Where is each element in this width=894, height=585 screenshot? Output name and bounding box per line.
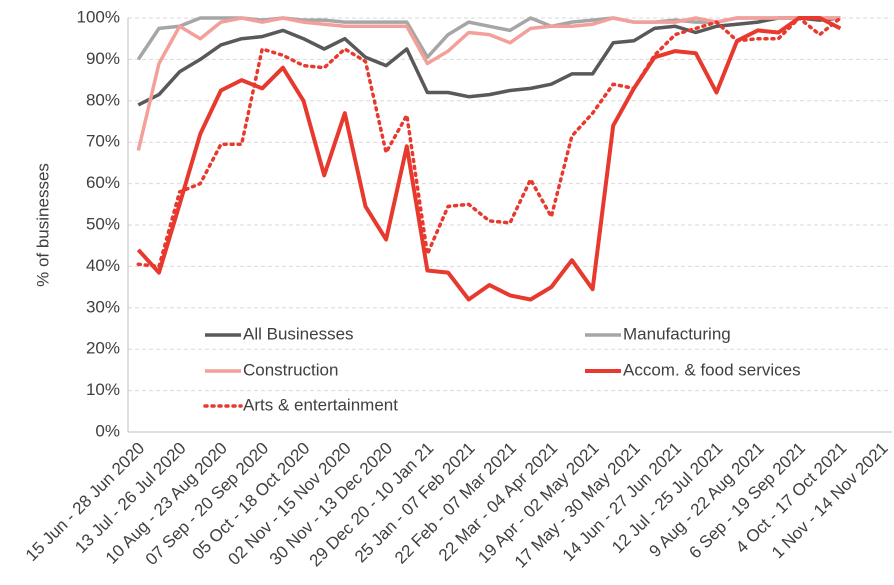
y-axis-label: % of businesses — [33, 163, 52, 287]
legend-label: Construction — [243, 360, 338, 379]
y-tick-label: 20% — [86, 339, 120, 358]
series-line — [136, 16, 843, 269]
y-tick-label: 100% — [77, 7, 120, 26]
series-line — [136, 16, 842, 302]
legend-label: Arts & entertainment — [243, 395, 398, 414]
y-tick-label: 50% — [86, 214, 120, 233]
y-tick-label: 60% — [86, 173, 120, 192]
y-tick-label: 90% — [86, 49, 120, 68]
y-tick-label: 40% — [86, 256, 120, 275]
legend-label: All Businesses — [243, 324, 354, 343]
series-line — [136, 16, 841, 151]
series-line — [137, 16, 841, 107]
legend-label: Accom. & food services — [623, 360, 801, 379]
y-tick-label: 30% — [86, 297, 120, 316]
y-tick-label: 0% — [95, 421, 120, 440]
y-tick-label: 70% — [86, 132, 120, 151]
y-tick-label: 10% — [86, 380, 120, 399]
legend-label: Manufacturing — [623, 324, 731, 343]
y-tick-label: 80% — [86, 90, 120, 109]
